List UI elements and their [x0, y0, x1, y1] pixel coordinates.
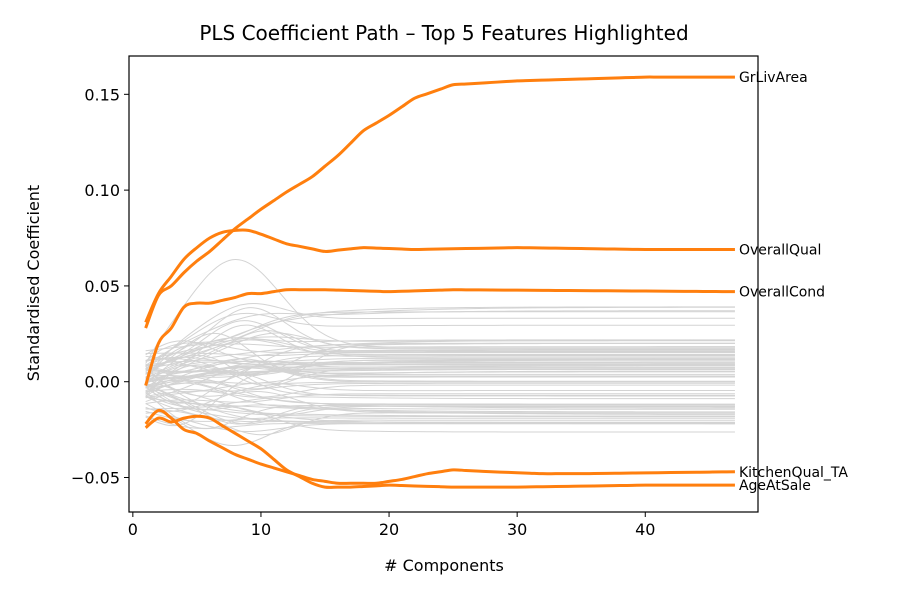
background-coefficient-line: [145, 311, 735, 362]
background-coefficient-line: [145, 358, 735, 382]
y-tick-label: 0.10: [84, 181, 120, 200]
end-label: AgeAtSale: [739, 478, 811, 494]
x-tick-label: 20: [379, 520, 399, 539]
background-coefficient-line: [145, 382, 735, 398]
background-coefficient-line: [145, 365, 735, 403]
background-coefficient-line: [145, 306, 735, 376]
background-coefficient-line: [145, 384, 735, 398]
background-coefficient-line: [145, 382, 735, 410]
background-coefficient-line: [145, 339, 735, 383]
background-coefficient-line: [145, 330, 735, 370]
end-label: OverallQual: [739, 243, 821, 259]
background-coefficient-line: [145, 342, 735, 379]
background-coefficient-lines: [145, 259, 735, 446]
background-coefficient-line: [145, 406, 735, 433]
x-tick-label: 0: [128, 520, 138, 539]
background-coefficient-line: [145, 383, 735, 425]
plot-frame: [128, 55, 759, 513]
end-label: OverallCond: [739, 285, 825, 301]
axes: [128, 55, 759, 513]
highlighted-line-overallqual: [144, 228, 735, 323]
background-coefficient-line: [145, 360, 735, 384]
background-coefficient-line: [145, 391, 735, 429]
tick-marks: 0 10 20 30 40 −0.05 0.00 0.05 0.10 0.15: [71, 85, 655, 539]
end-label: KitchenQual_TA: [739, 465, 848, 481]
background-coefficient-line: [145, 395, 735, 423]
end-label: GrLivArea: [739, 70, 808, 86]
background-coefficient-line: [145, 359, 735, 374]
x-tick-label: 30: [507, 520, 527, 539]
background-coefficient-line: [145, 312, 735, 370]
background-coefficient-line: [145, 339, 735, 369]
background-coefficient-line: [145, 367, 735, 377]
x-tick-label: 40: [635, 520, 655, 539]
highlighted-line-overallcond: [144, 288, 735, 386]
background-coefficient-line: [145, 408, 735, 436]
chart-title: PLS Coefficient Path – Top 5 Features Hi…: [199, 21, 688, 45]
background-coefficient-line: [145, 393, 735, 405]
background-coefficient-line: [145, 382, 735, 399]
highlighted-line-grlivarea: [144, 75, 735, 329]
background-coefficient-line: [145, 303, 735, 379]
background-coefficient-line: [145, 392, 735, 433]
background-coefficient-line: [145, 373, 735, 388]
background-coefficient-line: [145, 410, 735, 422]
y-tick-label: −0.05: [71, 469, 120, 488]
background-coefficient-line: [145, 354, 735, 396]
background-coefficient-line: [145, 320, 735, 372]
x-axis-label: # Components: [384, 556, 504, 575]
background-coefficient-line: [145, 382, 735, 417]
highlighted-coefficient-lines: [144, 75, 735, 489]
background-coefficient-line: [145, 368, 735, 383]
background-coefficient-line: [145, 360, 735, 389]
background-coefficient-line: [145, 396, 735, 413]
background-coefficient-line: [145, 386, 735, 406]
highlighted-line-kitchenqual_ta: [144, 408, 735, 485]
background-coefficient-line: [145, 259, 735, 364]
background-coefficient-line: [145, 324, 735, 388]
background-coefficient-line: [145, 403, 735, 446]
background-coefficient-line: [145, 361, 735, 404]
background-coefficient-line: [145, 332, 735, 378]
background-coefficient-line: [145, 381, 735, 405]
y-tick-label: 0.05: [84, 277, 120, 296]
background-coefficient-line: [145, 364, 735, 383]
x-tick-label: 10: [251, 520, 271, 539]
y-axis-label: Standardised Coefficient: [24, 185, 43, 381]
series-end-labels: GrLivArea OverallQual OverallCond KitchenQu…: [739, 70, 848, 494]
y-tick-label: 0.15: [84, 85, 120, 104]
highlighted-line-ageatsale: [144, 414, 735, 489]
background-coefficient-line: [145, 340, 735, 365]
background-coefficient-line: [145, 349, 735, 392]
y-tick-label: 0.00: [84, 373, 120, 392]
background-coefficient-line: [145, 407, 735, 418]
